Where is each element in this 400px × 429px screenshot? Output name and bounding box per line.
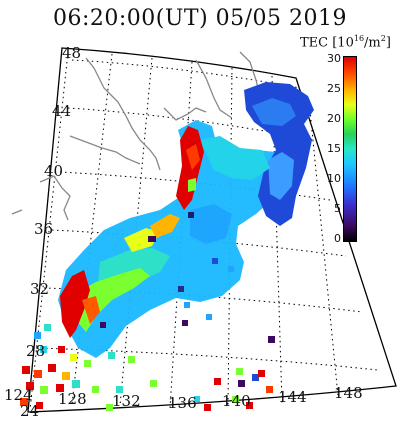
lat-label-36: 36 [34, 220, 53, 238]
longitude-labels: 124 128 132 136 140 144 148 [4, 384, 363, 412]
lat-label-40: 40 [44, 162, 63, 180]
lat-label-48: 48 [62, 44, 81, 62]
coastlines [11, 51, 261, 221]
lon-label-140: 140 [222, 392, 251, 410]
map-title: 06:20:00(UT) 05/05 2019 [52, 6, 348, 31]
colorbar-unit: /m [364, 35, 381, 51]
colorbar-label: TEC [10 [300, 35, 354, 51]
colorbar-unit-exponent: 2 [380, 34, 386, 43]
map-frame [27, 47, 397, 413]
lon-label-148: 148 [334, 384, 363, 402]
colorbar [343, 56, 357, 242]
lon-label-144: 144 [278, 388, 307, 406]
lon-label-128: 128 [58, 390, 87, 408]
lat-label-24: 24 [20, 402, 39, 420]
colorbar-tick-15: 15 [327, 142, 341, 155]
lat-label-32: 32 [30, 280, 49, 298]
colorbar-tick-10: 10 [327, 172, 341, 185]
colorbar-tick-30: 30 [327, 52, 341, 65]
colorbar-tick-0: 0 [334, 232, 341, 245]
lon-label-136: 136 [168, 394, 197, 412]
colorbar-title: TEC [1016/m2] [300, 34, 391, 50]
lat-label-44: 44 [52, 102, 71, 120]
latitude-labels: 48 44 40 36 32 28 24 [20, 44, 81, 420]
colorbar-tick-20: 20 [327, 112, 341, 125]
lon-label-124: 124 [4, 386, 33, 404]
lon-label-132: 132 [112, 392, 141, 410]
tec-data [20, 82, 314, 411]
colorbar-tick-5: 5 [334, 202, 341, 215]
lat-label-28: 28 [26, 342, 45, 360]
colorbar-label-end: ] [385, 35, 391, 51]
colorbar-exponent: 16 [353, 34, 365, 43]
colorbar-tick-25: 25 [327, 82, 341, 95]
